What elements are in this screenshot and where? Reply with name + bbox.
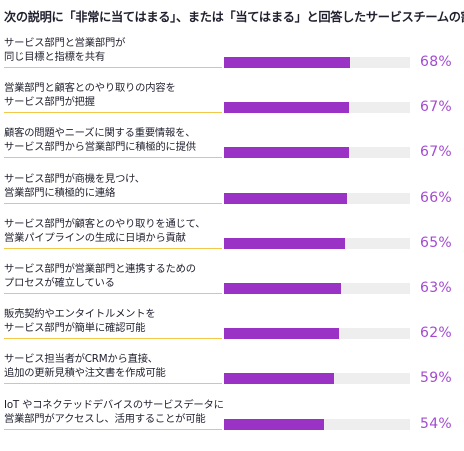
bar bbox=[224, 373, 334, 385]
bar-track bbox=[224, 373, 410, 385]
category-label-line: サービス部門が商機を見つけ、 bbox=[4, 172, 145, 185]
value-label: 68% bbox=[420, 54, 453, 70]
bar bbox=[224, 102, 349, 114]
category-label: 販売契約やエンタイトルメントを サービス部門が簡単に確認可能 bbox=[4, 307, 224, 335]
value-label: 54% bbox=[420, 415, 453, 432]
label-underline bbox=[4, 338, 222, 340]
category-label-line: サービス部門が把握 bbox=[4, 96, 95, 109]
label-underline bbox=[4, 67, 222, 68]
bar bbox=[224, 328, 340, 340]
value-label: 67% bbox=[420, 99, 453, 116]
bar bbox=[224, 418, 325, 430]
bar bbox=[224, 192, 347, 204]
bar-track bbox=[224, 418, 410, 430]
category-label: サービス部門が営業部門と連携するための プロセスが確立している bbox=[4, 262, 224, 290]
bar bbox=[224, 147, 349, 159]
bar-track bbox=[224, 237, 410, 249]
value-label: 66% bbox=[420, 189, 453, 206]
bar bbox=[224, 283, 342, 294]
chart-row: IoT やコネクテッドデバイスのサービスデータに 営業部門がアクセスし、活用するこ… bbox=[0, 398, 464, 442]
category-label-line: サービス部門が営業部門と連携するための bbox=[4, 263, 196, 275]
chart-row: サービス担当者がCRMから直接、 追加の更新見積や注文書を作成可能 59% bbox=[0, 352, 464, 396]
category-label: IoT やコネクテッドデバイスのサービスデータに 営業部門がアクセスし、活用するこ… bbox=[4, 398, 224, 426]
bar-track bbox=[224, 283, 410, 294]
category-label-line: 同じ目標と指標を共有 bbox=[4, 51, 105, 63]
label-underline bbox=[4, 112, 222, 114]
category-label: サービス部門と営業部門が 同じ目標と指標を共有 bbox=[4, 36, 224, 64]
label-underline bbox=[4, 157, 222, 159]
chart-row: 販売契約やエンタイトルメントを サービス部門が簡単に確認可能 62% bbox=[0, 307, 464, 351]
category-label-line: 追加の更新見積や注文書を作成可能 bbox=[4, 367, 166, 380]
category-label-line: サービス部門が顧客とのやり取りを通じて、 bbox=[4, 217, 206, 230]
value-label: 59% bbox=[420, 370, 453, 387]
category-label: サービス部門が商機を見つけ、 営業部門に積極的に連絡 bbox=[4, 172, 224, 200]
category-label-line: 顧客の問題やニーズに関する重要情報を、 bbox=[4, 127, 196, 140]
category-label: 営業部門と顧客とのやり取りの内容を サービス部門が把握 bbox=[4, 81, 224, 109]
label-underline bbox=[4, 202, 222, 204]
bar-track bbox=[224, 57, 410, 68]
chart-row: 顧客の問題やニーズに関する重要情報を、 サービス部門から営業部門に積極的に提供 67… bbox=[0, 126, 464, 170]
bar-track bbox=[224, 192, 410, 204]
label-underline bbox=[4, 293, 222, 294]
category-label-line: 営業部門がアクセスし、活用することが可能 bbox=[4, 412, 206, 425]
category-label-line: 営業部門に積極的に連絡 bbox=[4, 186, 116, 199]
category-label-line: サービス部門から営業部門に積極的に提供 bbox=[4, 141, 196, 154]
label-underline bbox=[4, 428, 222, 430]
chart-row: サービス部門が商機を見つけ、 営業部門に積極的に連絡 66% bbox=[0, 172, 464, 216]
label-underline bbox=[4, 247, 222, 249]
chart-row: サービス部門が営業部門と連携するための プロセスが確立している 63% bbox=[0, 262, 464, 306]
category-label: 顧客の問題やニーズに関する重要情報を、 サービス部門から営業部門に積極的に提供 bbox=[4, 126, 224, 154]
value-label: 67% bbox=[420, 144, 453, 161]
category-label-line: サービス担当者がCRMから直接、 bbox=[4, 353, 158, 366]
chart-row: サービス部門と営業部門が 同じ目標と指標を共有 68% bbox=[0, 36, 464, 80]
chart-title: 次の説明に「非常に当てはまる」、または「当てはまる」と回答したサービスチームの割… bbox=[4, 10, 464, 24]
category-label-line: サービス部門が簡単に確認可能 bbox=[4, 322, 146, 335]
category-label-line: サービス部門と営業部門が bbox=[4, 37, 126, 49]
bar-track bbox=[224, 147, 410, 159]
category-label-line: プロセスが確立している bbox=[4, 277, 115, 289]
chart-row: 営業部門と顧客とのやり取りの内容を サービス部門が把握 67% bbox=[0, 81, 464, 125]
category-label-line: 営業部門と顧客とのやり取りの内容を bbox=[4, 82, 176, 95]
category-label-line: IoT やコネクテッドデバイスのサービスデータに bbox=[4, 398, 224, 411]
bar bbox=[224, 57, 351, 68]
label-underline bbox=[4, 383, 222, 385]
category-label-line: 営業パイプラインの生成に日頃から貢献 bbox=[4, 231, 186, 244]
value-label: 62% bbox=[420, 325, 453, 342]
category-label: サービス担当者がCRMから直接、 追加の更新見積や注文書を作成可能 bbox=[4, 352, 224, 380]
bar-track bbox=[224, 328, 410, 340]
bar-track bbox=[224, 102, 410, 114]
chart-row: サービス部門が顧客とのやり取りを通じて、 営業パイプラインの生成に日頃から貢献 65… bbox=[0, 217, 464, 261]
category-label-line: 販売契約やエンタイトルメントを bbox=[4, 308, 156, 321]
value-label: 65% bbox=[420, 234, 453, 251]
bar bbox=[224, 237, 345, 249]
value-label: 63% bbox=[420, 280, 453, 296]
category-label: サービス部門が顧客とのやり取りを通じて、 営業パイプラインの生成に日頃から貢献 bbox=[4, 217, 224, 245]
